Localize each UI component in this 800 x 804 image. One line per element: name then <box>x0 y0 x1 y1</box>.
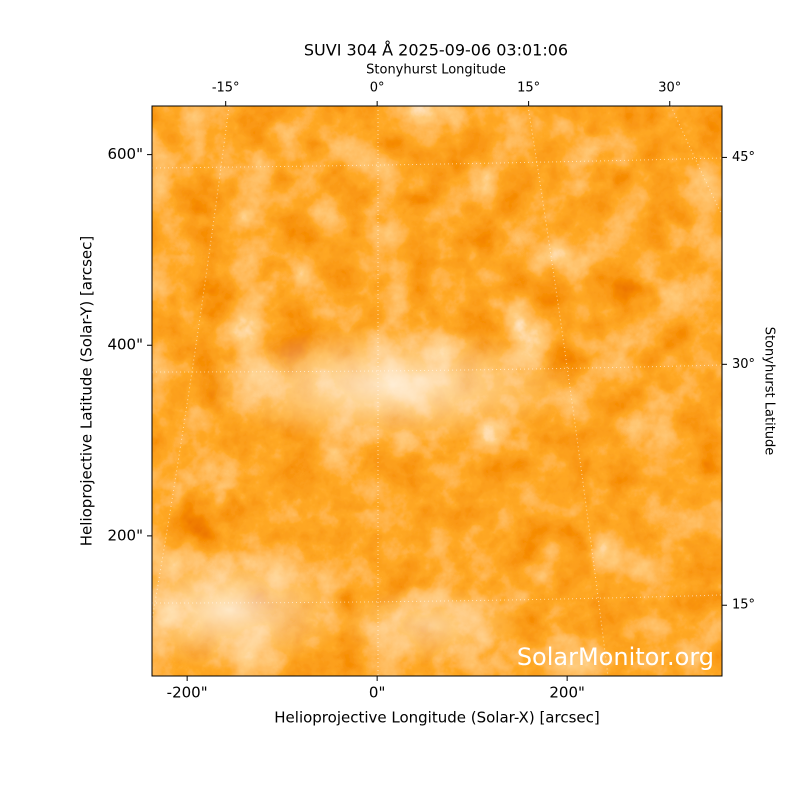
x2-tick-label: 15° <box>517 81 540 96</box>
y-tick-label: 200" <box>107 526 143 544</box>
x-tick-label: 200" <box>549 684 585 702</box>
watermark: SolarMonitor.org <box>517 643 714 671</box>
y2-tick-label: 30° <box>732 357 755 372</box>
x2-tick-label: 30° <box>658 81 681 96</box>
x-tick-label: 0" <box>369 684 385 702</box>
y2-label: Stonyhurst Latitude <box>762 327 777 456</box>
chart-title: SUVI 304 Å 2025-09-06 03:01:06 <box>304 41 568 60</box>
solar-image <box>152 106 722 676</box>
y-label: Helioprojective Latitude (Solar-Y) [arcs… <box>78 236 96 546</box>
y-tick-label: 600" <box>107 145 143 163</box>
x-label: Helioprojective Longitude (Solar-X) [arc… <box>274 709 599 727</box>
y2-tick-label: 15° <box>732 598 755 613</box>
y2-tick-label: 45° <box>732 150 755 165</box>
y-tick-label: 400" <box>107 336 143 354</box>
axes-frame <box>151 105 723 677</box>
x2-tick-label: -15° <box>212 81 240 96</box>
x2-label: Stonyhurst Longitude <box>366 63 506 78</box>
x2-tick-label: 0° <box>370 81 385 96</box>
x-tick-label: -200" <box>167 684 208 702</box>
